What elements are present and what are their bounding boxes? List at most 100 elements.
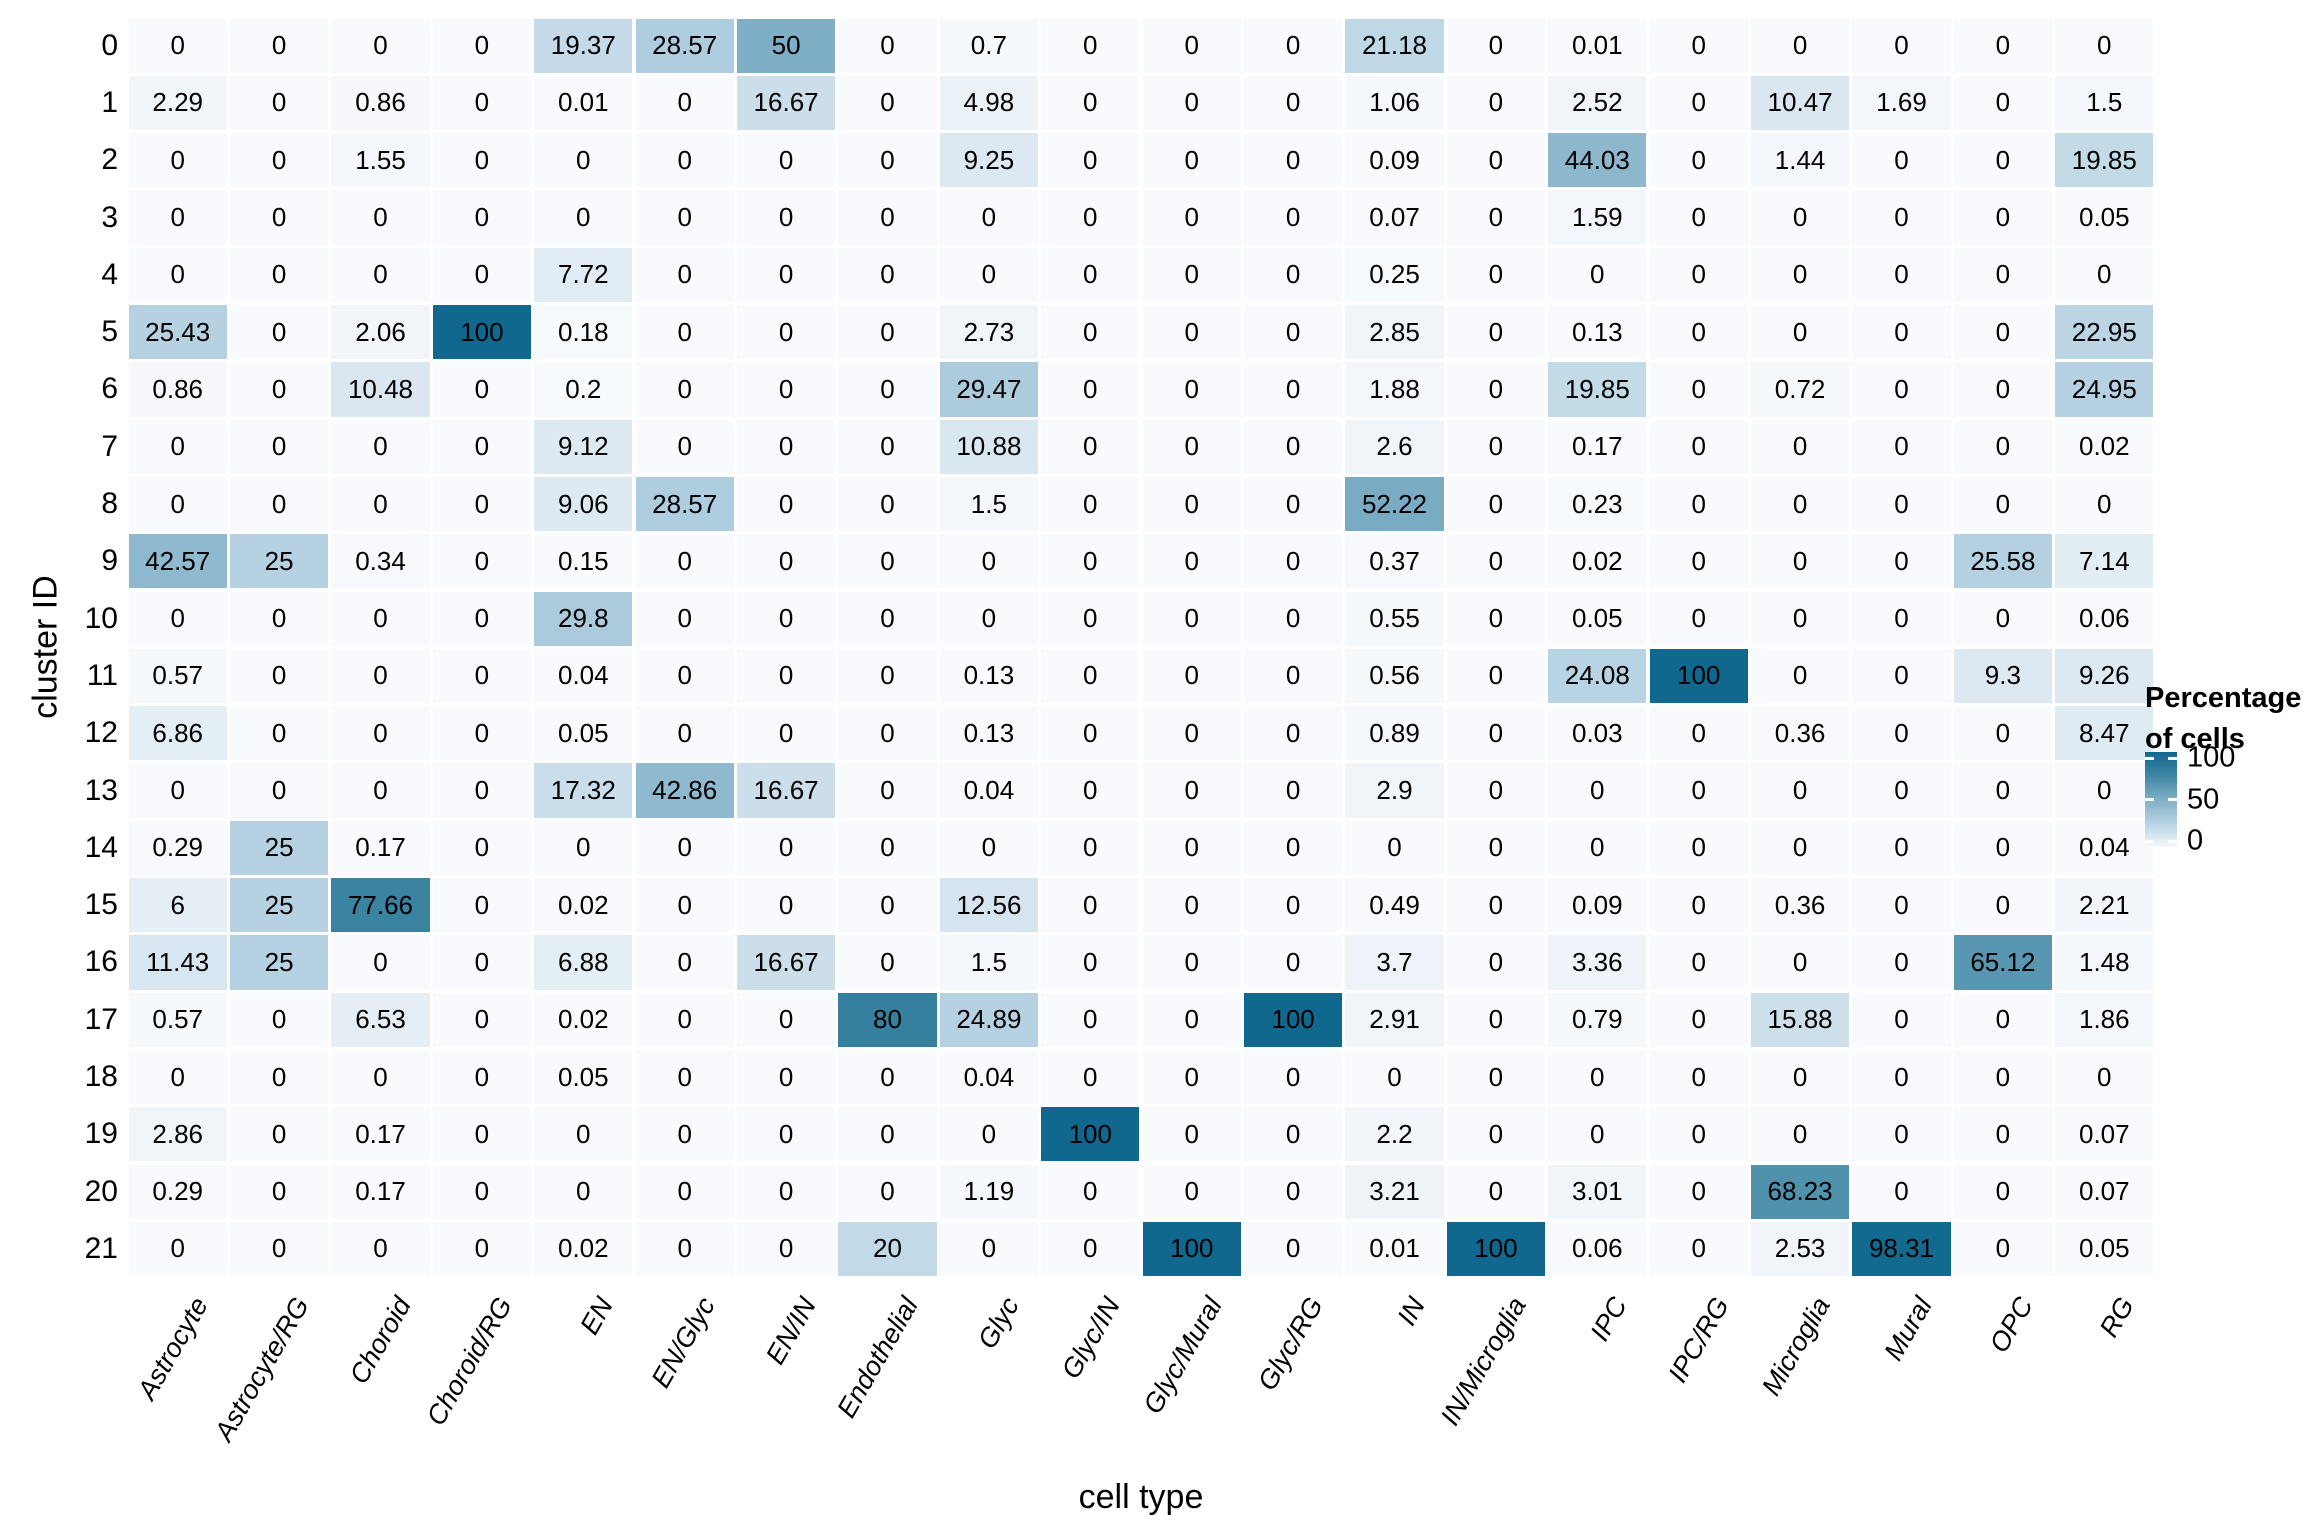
heatmap-cell: 0.01 <box>1345 1221 1444 1277</box>
legend-tick-dash <box>2145 840 2154 843</box>
heatmap-cell: 0 <box>229 763 329 818</box>
heatmap-cell: 7.72 <box>534 247 633 302</box>
heatmap-cell: 0 <box>1243 1049 1343 1105</box>
heatmap-cell: 0.25 <box>1345 247 1444 302</box>
heatmap-cell: 3.7 <box>1345 935 1444 990</box>
heatmap-cell: 24.89 <box>939 992 1039 1047</box>
heatmap-cell: 25 <box>229 534 329 589</box>
heatmap-cell: 0.23 <box>1548 476 1647 532</box>
heatmap-cell: 19.85 <box>2055 133 2154 188</box>
heatmap-cell: 0 <box>229 648 329 704</box>
heatmap-cell: 0 <box>331 476 430 532</box>
heatmap-cell: 0 <box>1852 763 1951 818</box>
heatmap-cell: 20 <box>838 1221 937 1277</box>
heatmap-cell: 1.5 <box>939 935 1039 990</box>
heatmap-cell: 21.18 <box>1345 18 1444 73</box>
heatmap-cell: 0.29 <box>128 820 227 875</box>
heatmap-cell: 0 <box>1243 1107 1343 1162</box>
heatmap-cell: 0 <box>128 476 227 532</box>
heatmap-cell: 0 <box>1953 362 2053 417</box>
heatmap-cell: 0.17 <box>331 1107 430 1162</box>
heatmap-cell: 0 <box>635 133 734 188</box>
heatmap-cell: 16.67 <box>736 935 836 990</box>
heatmap-cell: 0 <box>736 133 836 188</box>
heatmap-cell: 0 <box>534 190 633 245</box>
heatmap-cell: 0 <box>534 133 633 188</box>
heatmap-cell: 0 <box>1142 763 1241 818</box>
heatmap-cell: 0 <box>1041 1049 1140 1105</box>
heatmap-cell: 0 <box>1649 1049 1748 1105</box>
heatmap-cell: 10.88 <box>939 419 1039 474</box>
heatmap-cell: 0 <box>1142 133 1241 188</box>
heatmap-cell: 0 <box>939 591 1039 646</box>
heatmap-cell: 0 <box>1852 992 1951 1047</box>
heatmap-cell: 0 <box>736 992 836 1047</box>
heatmap-cell: 0 <box>432 247 532 302</box>
heatmap-cell: 0 <box>128 763 227 818</box>
heatmap-cell: 0 <box>1852 820 1951 875</box>
heatmap-cell: 0 <box>838 133 937 188</box>
heatmap-cell: 1.88 <box>1345 362 1444 417</box>
heatmap-cell: 0 <box>1953 591 2053 646</box>
heatmap-cell: 0 <box>635 935 734 990</box>
heatmap-cell: 2.6 <box>1345 419 1444 474</box>
heatmap-cell: 9.3 <box>1953 648 2053 704</box>
heatmap-cell: 0 <box>1953 706 2053 761</box>
heatmap-cell: 2.53 <box>1750 1221 1850 1277</box>
heatmap-cell: 0 <box>736 419 836 474</box>
heatmap-cell: 0 <box>1446 763 1546 818</box>
row-label-cluster-4: 4 <box>101 257 118 291</box>
heatmap-cell: 0 <box>939 534 1039 589</box>
heatmap-cell: 0 <box>1649 1107 1748 1162</box>
heatmap-cell: 10.47 <box>1750 75 1850 131</box>
heatmap-cell: 0 <box>1243 820 1343 875</box>
heatmap-cell: 0 <box>1142 706 1241 761</box>
heatmap-cell: 0 <box>432 935 532 990</box>
heatmap-cell: 11.43 <box>128 935 227 990</box>
heatmap-cell: 0.7 <box>939 18 1039 73</box>
heatmap-cell: 0 <box>1649 190 1748 245</box>
heatmap-cell: 0 <box>1953 75 2053 131</box>
row-label-cluster-5: 5 <box>101 315 118 349</box>
heatmap-cell: 0.05 <box>2055 1221 2154 1277</box>
heatmap-cell: 0 <box>1750 534 1850 589</box>
heatmap-cell: 0 <box>736 190 836 245</box>
heatmap-cell: 0 <box>229 75 329 131</box>
heatmap-cell: 0 <box>331 1221 430 1277</box>
heatmap-cell: 0 <box>1649 75 1748 131</box>
heatmap-cell: 19.85 <box>1548 362 1647 417</box>
heatmap-cell: 0 <box>1649 534 1748 589</box>
heatmap-cell: 0 <box>1953 419 2053 474</box>
heatmap-cell: 0 <box>838 362 937 417</box>
heatmap-cell: 0.01 <box>1548 18 1647 73</box>
heatmap-cell: 0 <box>229 362 329 417</box>
heatmap-cell: 0 <box>1750 763 1850 818</box>
heatmap-cell: 0 <box>1446 1107 1546 1162</box>
heatmap-cell: 0 <box>1041 591 1140 646</box>
heatmap-cell: 0 <box>1041 820 1140 875</box>
heatmap-cell: 0.04 <box>2055 820 2154 875</box>
heatmap-cell: 0.2 <box>534 362 633 417</box>
heatmap-cell: 2.2 <box>1345 1107 1444 1162</box>
legend-tick-dash <box>2145 798 2154 801</box>
heatmap-cell: 28.57 <box>635 18 734 73</box>
heatmap-cell: 0 <box>331 247 430 302</box>
heatmap-cell: 0 <box>1243 305 1343 360</box>
heatmap-cell: 0 <box>229 476 329 532</box>
heatmap-cell: 0.07 <box>2055 1107 2154 1162</box>
heatmap-cell: 0.34 <box>331 534 430 589</box>
heatmap-cell: 25 <box>229 935 329 990</box>
heatmap-cell: 0 <box>1142 75 1241 131</box>
heatmap-cell: 0 <box>838 591 937 646</box>
heatmap-cell: 0 <box>432 534 532 589</box>
heatmap-cell: 0 <box>1142 534 1241 589</box>
heatmap-cell: 0.13 <box>939 706 1039 761</box>
heatmap-cell: 0 <box>736 1221 836 1277</box>
heatmap-cell: 0.13 <box>1548 305 1647 360</box>
heatmap-cell: 68.23 <box>1750 1164 1850 1219</box>
heatmap-cell: 0 <box>635 362 734 417</box>
heatmap-cell: 0 <box>1649 247 1748 302</box>
heatmap-cell: 0 <box>1750 476 1850 532</box>
heatmap-cell: 0 <box>1446 419 1546 474</box>
heatmap-cell: 0 <box>939 190 1039 245</box>
